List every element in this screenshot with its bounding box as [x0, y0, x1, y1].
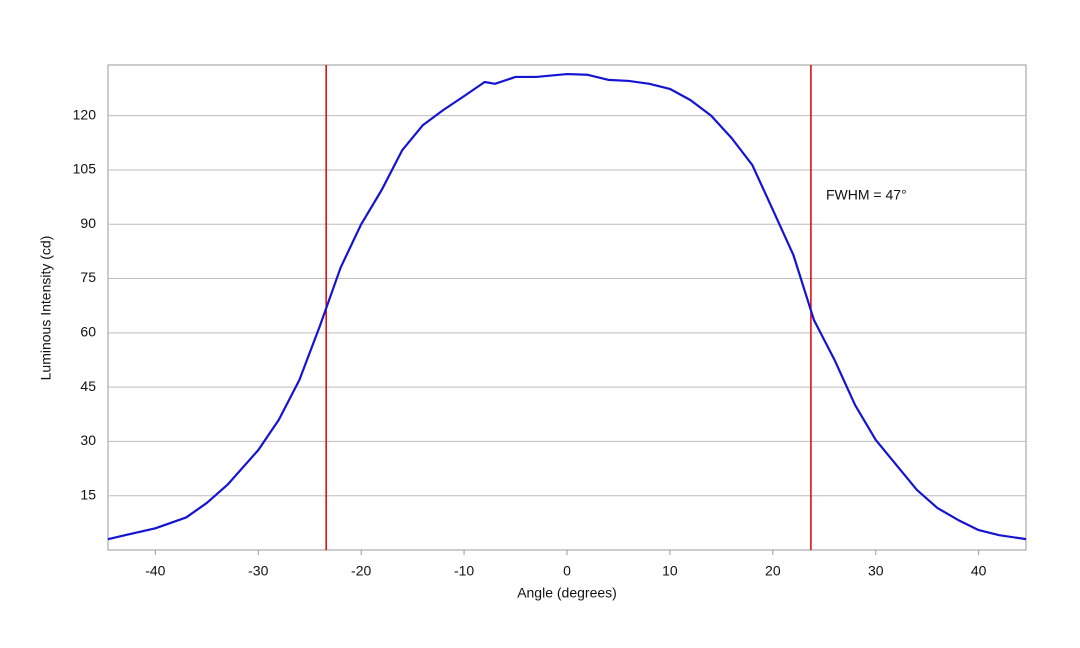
x-tick-label: 40	[971, 563, 987, 579]
y-tick-label: 15	[80, 486, 96, 502]
y-axis-label: Luminous Intensity (cd)	[38, 236, 54, 381]
y-tick-label: 30	[80, 432, 96, 448]
y-tick-label: 90	[80, 215, 96, 231]
x-tick-label: -20	[351, 563, 371, 579]
x-tick-label: 20	[765, 563, 781, 579]
y-tick-label: 120	[73, 106, 97, 122]
x-tick-label: -10	[454, 563, 474, 579]
x-tick-label: 10	[662, 563, 678, 579]
y-tick-label: 60	[80, 324, 96, 340]
plot-area	[107, 64, 1027, 551]
x-tick-label: -40	[145, 563, 165, 579]
y-tick-label: 45	[80, 378, 96, 394]
y-tick-label: 75	[80, 269, 96, 285]
x-tick-label: 30	[868, 563, 884, 579]
annotation: FWHM = 47°	[826, 187, 907, 203]
intensity-curve	[107, 72, 1027, 541]
x-tick-label: 0	[563, 563, 571, 579]
x-tick-label: -30	[248, 563, 268, 579]
y-tick-label: 105	[73, 161, 97, 177]
x-axis-label: Angle (degrees)	[517, 585, 617, 601]
